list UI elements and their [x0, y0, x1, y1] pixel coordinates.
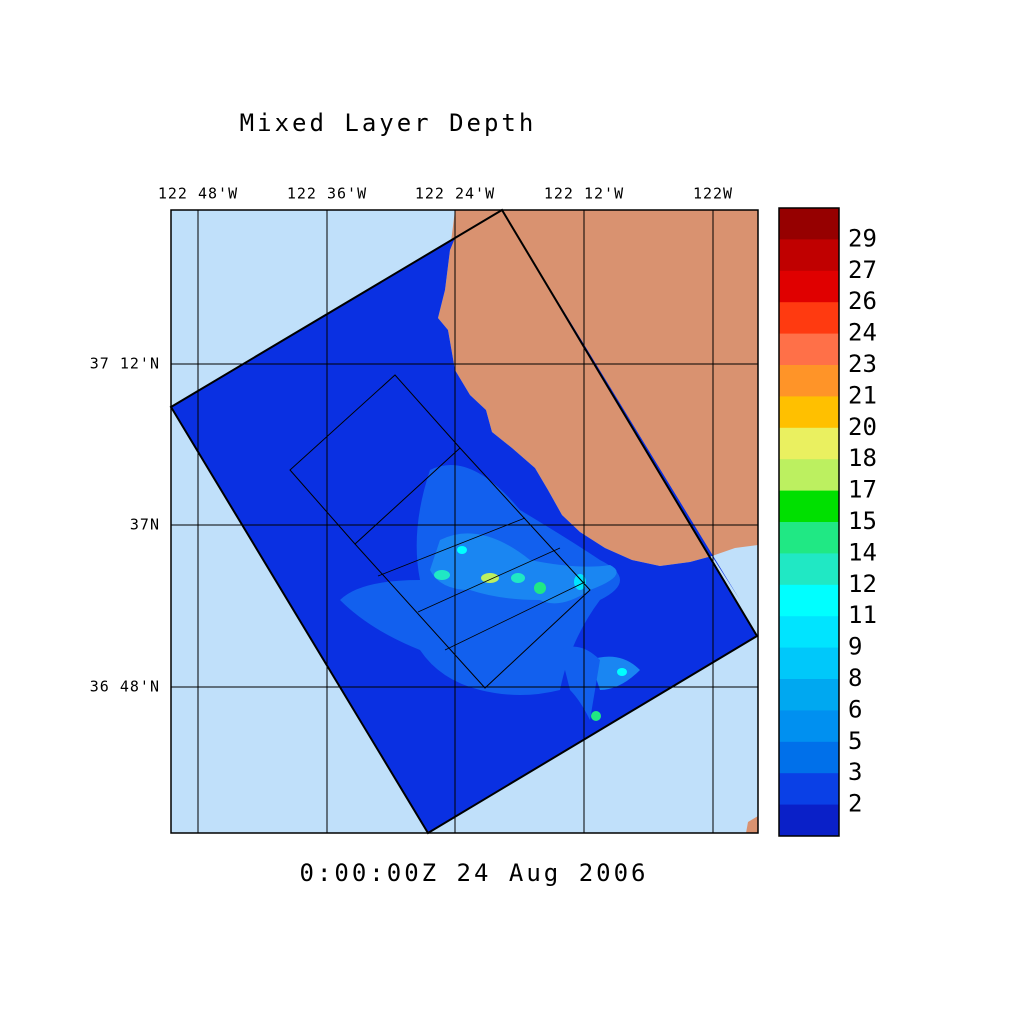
colorbar-label: 5	[848, 727, 862, 755]
colorbar-band	[779, 616, 839, 649]
colorbar-band	[779, 365, 839, 397]
land	[746, 816, 758, 833]
colorbar-band	[779, 804, 839, 837]
colorbar-label: 14	[848, 538, 877, 566]
colorbar-band	[779, 270, 839, 303]
lat-label: 36 48'N	[90, 678, 160, 696]
subdomain-box	[354, 447, 591, 689]
colorbar: 29 27 26 24 23 21 20 18 17 15 14 12 11 9 8 6 5 3 2	[778, 207, 877, 837]
colorbar-label: 26	[848, 287, 877, 315]
colorbar-band	[779, 490, 839, 523]
colorbar-band	[779, 459, 839, 492]
colorbar-label: 9	[848, 633, 862, 661]
colorbar-band	[779, 741, 839, 774]
colorbar-label: 23	[848, 350, 877, 378]
colorbar-band	[779, 302, 839, 335]
colorbar-label: 29	[848, 224, 877, 252]
colorbar-label: 15	[848, 507, 877, 535]
colorbar-band	[779, 522, 839, 554]
colorbar-band	[779, 208, 839, 240]
lon-label: 122 48'W	[158, 185, 238, 203]
colorbar-label: 12	[848, 570, 877, 598]
grid	[171, 210, 758, 833]
colorbar-band	[779, 239, 839, 272]
lat-label: 37 12'N	[90, 355, 160, 373]
colorbar-band	[779, 679, 839, 711]
colorbar-label: 20	[848, 413, 877, 441]
colorbar-band	[779, 553, 839, 586]
lon-label: 122W	[693, 185, 733, 203]
lon-label: 122 12'W	[544, 185, 624, 203]
land	[438, 210, 758, 566]
colorbar-frame	[778, 207, 840, 837]
colorbar-label: 6	[848, 695, 862, 723]
colorbar-label: 8	[848, 664, 862, 692]
frame	[170, 209, 759, 834]
colorbar-label: 18	[848, 444, 877, 472]
lon-label: 122 24'W	[415, 185, 495, 203]
timestamp: 0:00:00Z 24 Aug 2006	[300, 859, 649, 887]
title: Mixed Layer Depth	[240, 109, 537, 137]
colorbar-band	[779, 333, 839, 366]
colorbar-band	[779, 710, 839, 743]
colorbar-label: 2	[848, 790, 862, 818]
colorbar-label: 17	[848, 476, 877, 504]
lon-label: 122 36'W	[287, 185, 367, 203]
colorbar-band	[779, 427, 839, 460]
lat-label: 37N	[130, 516, 160, 534]
subdomain-lines	[377, 517, 586, 651]
map	[169, 208, 759, 835]
colorbar-label: 3	[848, 758, 862, 786]
lon-labels: 122 48'W 122 36'W 122 24'W 122 12'W 122W	[158, 185, 733, 203]
colorbar-band	[779, 584, 839, 617]
lat-labels: 37 12'N 37N 36 48'N	[90, 355, 160, 696]
colorbar-label: 27	[848, 256, 877, 284]
colorbar-label: 11	[848, 601, 877, 629]
colorbar-label: 24	[848, 319, 877, 347]
colorbar-band	[779, 396, 839, 429]
colorbar-band	[779, 773, 839, 806]
colorbar-label: 21	[848, 381, 877, 409]
colorbar-band	[779, 647, 839, 680]
